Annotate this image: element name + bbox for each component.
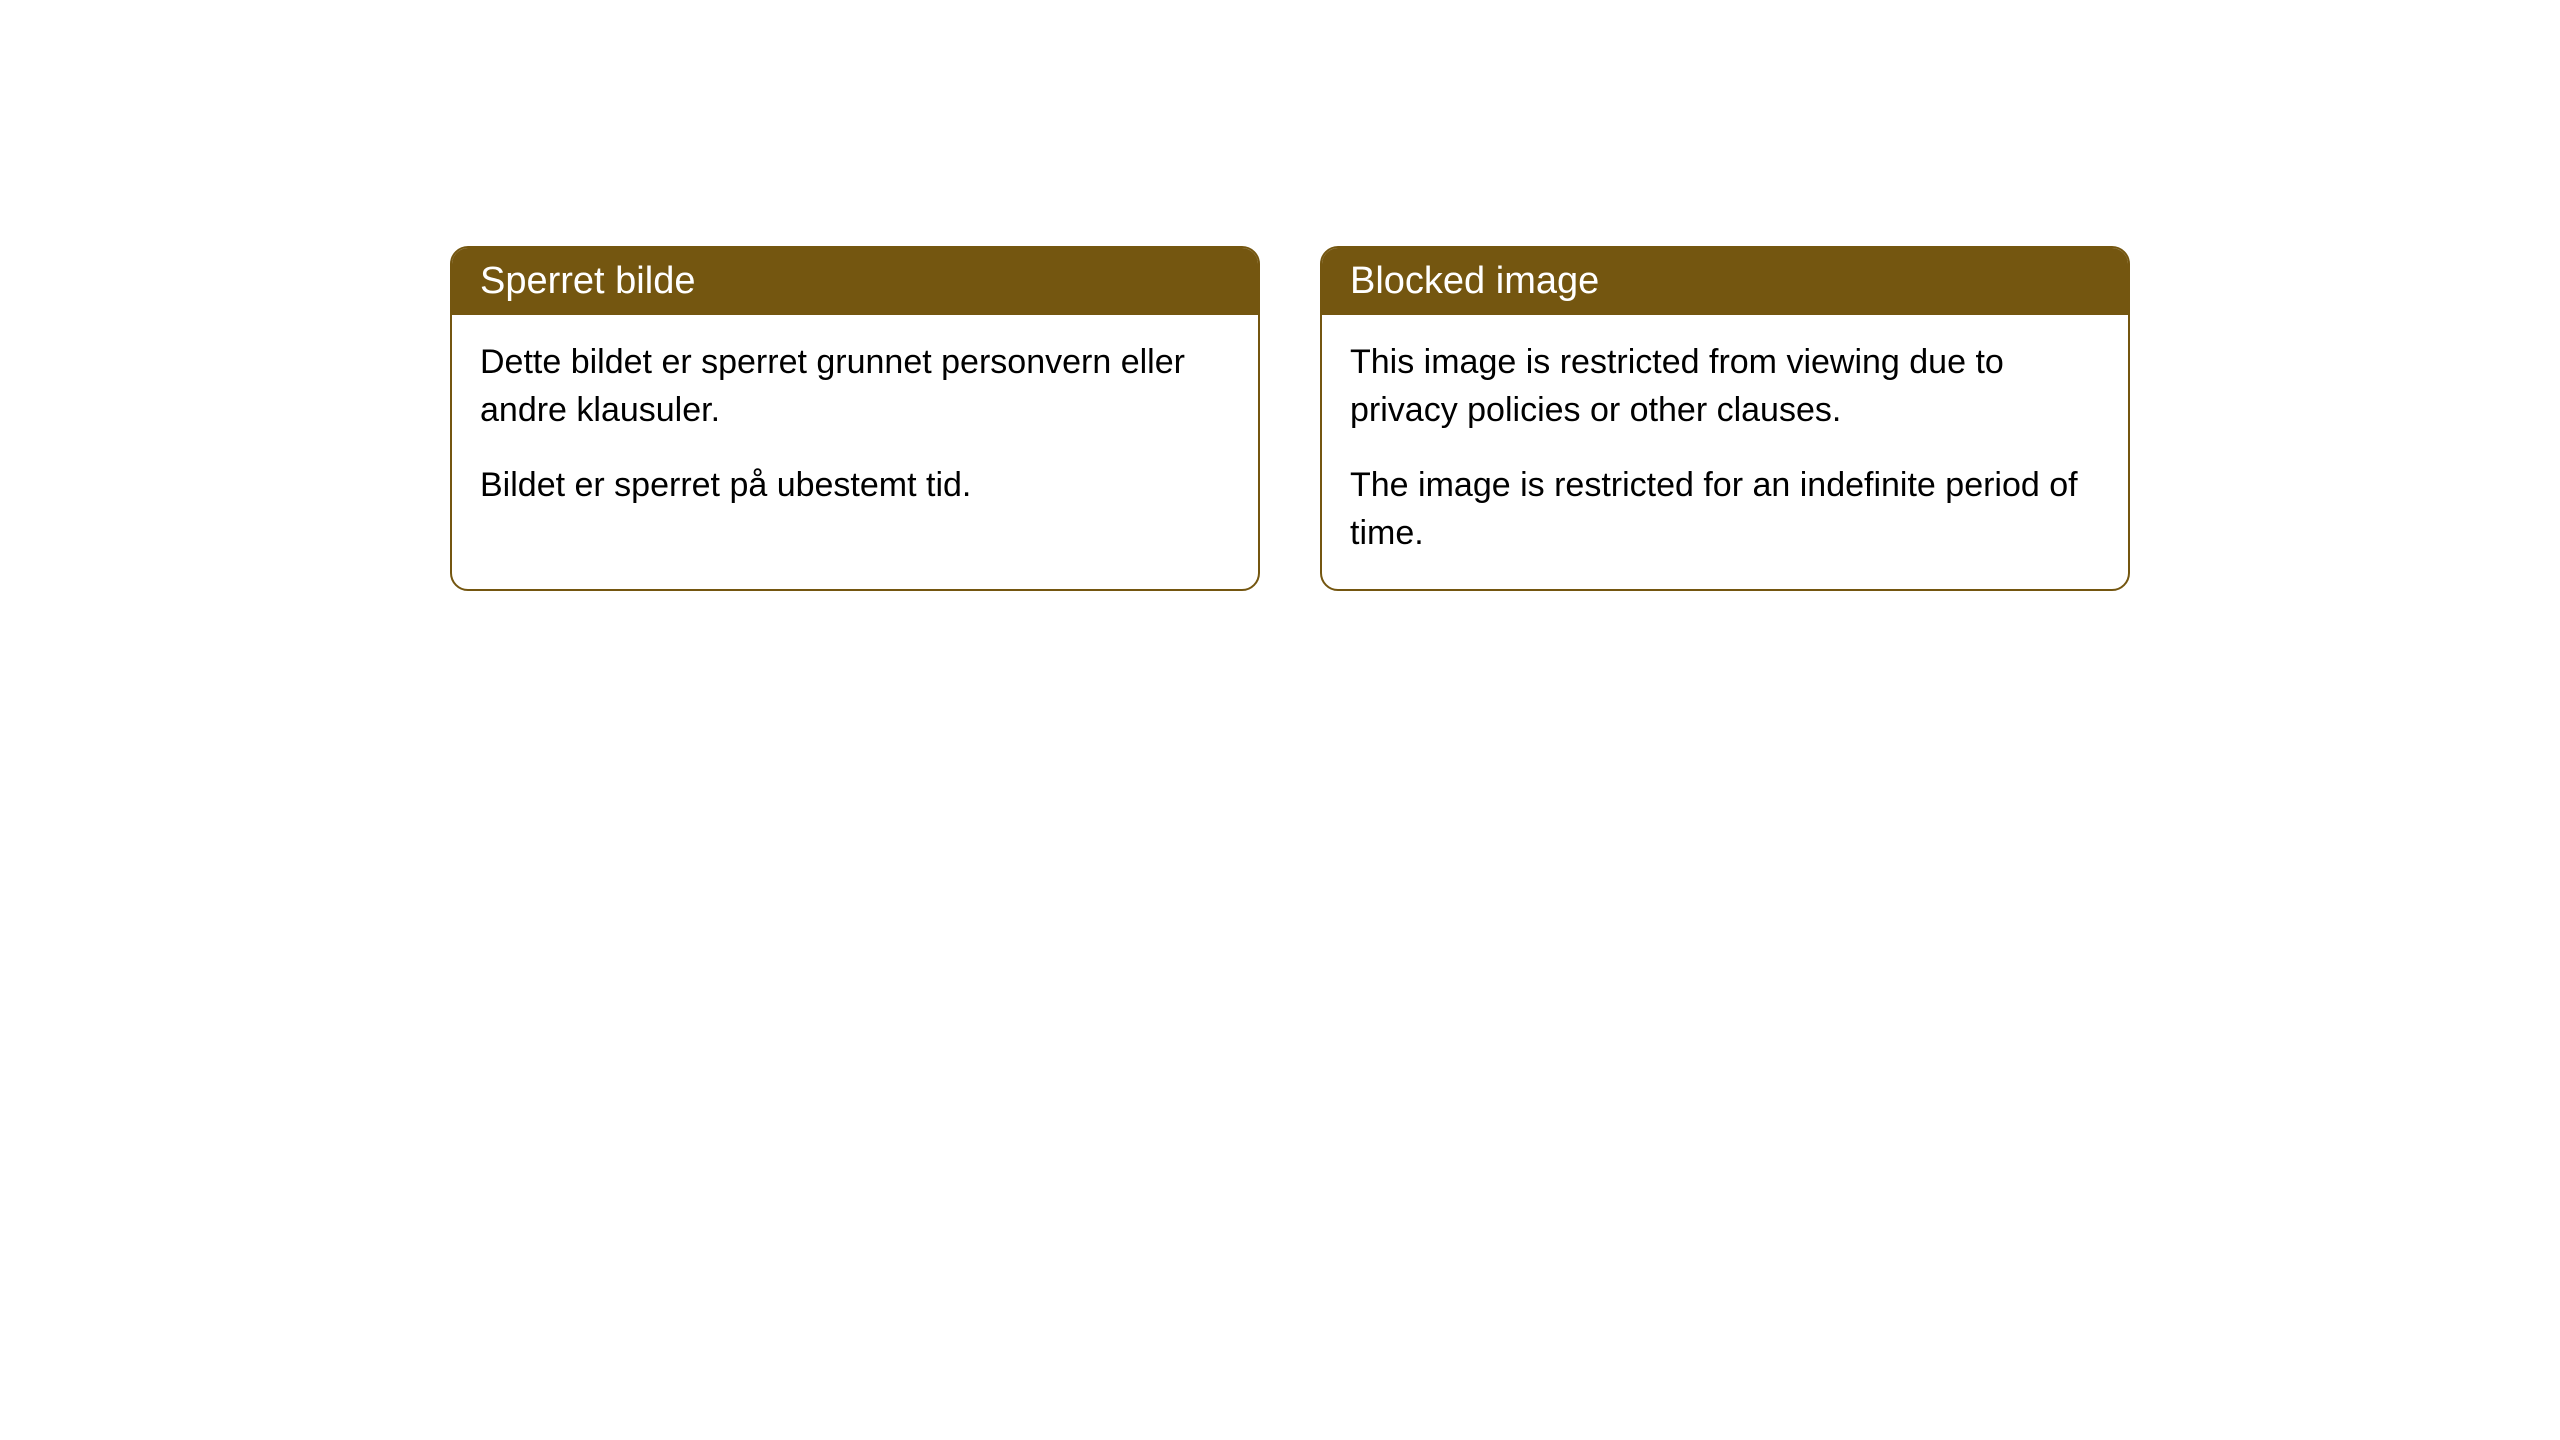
card-title: Sperret bilde: [480, 260, 1230, 303]
card-header: Sperret bilde: [452, 248, 1258, 315]
blocked-image-card-en: Blocked image This image is restricted f…: [1320, 246, 2130, 591]
card-body: Dette bildet er sperret grunnet personve…: [452, 315, 1258, 542]
card-text-line-2: Bildet er sperret på ubestemt tid.: [480, 462, 1230, 510]
card-header: Blocked image: [1322, 248, 2128, 315]
card-text-line-2: The image is restricted for an indefinit…: [1350, 462, 2100, 557]
blocked-image-card-no: Sperret bilde Dette bildet er sperret gr…: [450, 246, 1260, 591]
card-body: This image is restricted from viewing du…: [1322, 315, 2128, 589]
card-title: Blocked image: [1350, 260, 2100, 303]
card-text-line-1: Dette bildet er sperret grunnet personve…: [480, 339, 1230, 434]
notice-cards-container: Sperret bilde Dette bildet er sperret gr…: [450, 246, 2130, 591]
card-text-line-1: This image is restricted from viewing du…: [1350, 339, 2100, 434]
